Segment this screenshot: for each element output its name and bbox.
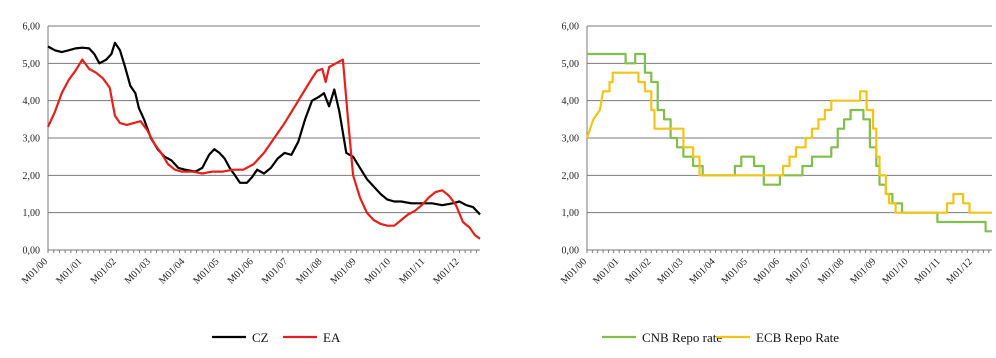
legend-label: CZ bbox=[252, 330, 269, 345]
right-chart: 0,00 1,00 2,00 3,00 4,00 5,00 6,00 M01/00 M01/01… bbox=[559, 22, 992, 345]
x-tick-label: M01/06 bbox=[752, 256, 782, 286]
x-tick-label: M01/12 bbox=[431, 256, 461, 286]
x-tick-label: M01/10 bbox=[880, 256, 910, 286]
x-tick-label: M01/03 bbox=[655, 256, 685, 286]
y-tick-label: 3,00 bbox=[23, 134, 41, 145]
legend-label: ECB Repo Rate bbox=[756, 330, 839, 345]
x-tick-label: M01/05 bbox=[720, 256, 750, 286]
y-tick-label: 1,00 bbox=[562, 208, 580, 219]
y-tick-label: 6,00 bbox=[562, 22, 580, 33]
y-tick-label: 3,00 bbox=[562, 134, 580, 145]
x-tick-label: M01/08 bbox=[816, 256, 846, 286]
x-tick-label: M01/05 bbox=[191, 256, 221, 286]
x-tick-label: M01/07 bbox=[784, 256, 814, 286]
y-tick-label: 4,00 bbox=[23, 96, 41, 107]
y-tick-label: 1,00 bbox=[23, 208, 41, 219]
series-line bbox=[47, 58, 481, 240]
y-tick-label: 5,00 bbox=[562, 59, 580, 70]
y-tick-label: 6,00 bbox=[23, 22, 41, 33]
y-tick-label: 2,00 bbox=[23, 171, 41, 182]
x-tick-label: M01/11 bbox=[397, 256, 427, 286]
x-tick-label: M01/10 bbox=[363, 256, 393, 286]
x-tick-label: M01/09 bbox=[848, 256, 878, 286]
x-tick-label: M01/04 bbox=[157, 256, 187, 286]
x-tick-label: M01/12 bbox=[945, 256, 975, 286]
x-tick-label: M01/00 bbox=[20, 256, 50, 286]
series-line bbox=[587, 52, 992, 233]
y-tick-label: 0,00 bbox=[562, 246, 580, 257]
y-tick-label: 4,00 bbox=[562, 96, 580, 107]
series-line bbox=[47, 41, 481, 216]
y-tick-label: 5,00 bbox=[23, 59, 41, 70]
y-tick-label: 2,00 bbox=[562, 171, 580, 182]
legend-label: EA bbox=[323, 330, 341, 345]
x-tick-label: M01/01 bbox=[591, 256, 621, 286]
legend-label: CNB Repo rate bbox=[642, 330, 722, 345]
y-tick-label: 0,00 bbox=[23, 246, 41, 257]
x-tick-label: M01/08 bbox=[294, 256, 324, 286]
x-tick-label: M01/03 bbox=[123, 256, 153, 286]
left-chart: 0,00 1,00 2,00 3,00 4,00 5,00 6,00 M01/00 M01/01… bbox=[20, 22, 481, 345]
x-tick-label: M01/04 bbox=[688, 256, 718, 286]
x-tick-label: M01/09 bbox=[329, 256, 359, 286]
x-tick-label: M01/02 bbox=[89, 256, 119, 286]
x-tick-label: M01/02 bbox=[623, 256, 653, 286]
x-tick-label: M01/01 bbox=[54, 256, 84, 286]
x-tick-label: M01/11 bbox=[913, 256, 943, 286]
series-line bbox=[585, 71, 992, 214]
x-tick-label: M01/00 bbox=[559, 256, 589, 286]
x-tick-label: M01/07 bbox=[260, 256, 290, 286]
x-tick-label: M01/06 bbox=[226, 256, 256, 286]
